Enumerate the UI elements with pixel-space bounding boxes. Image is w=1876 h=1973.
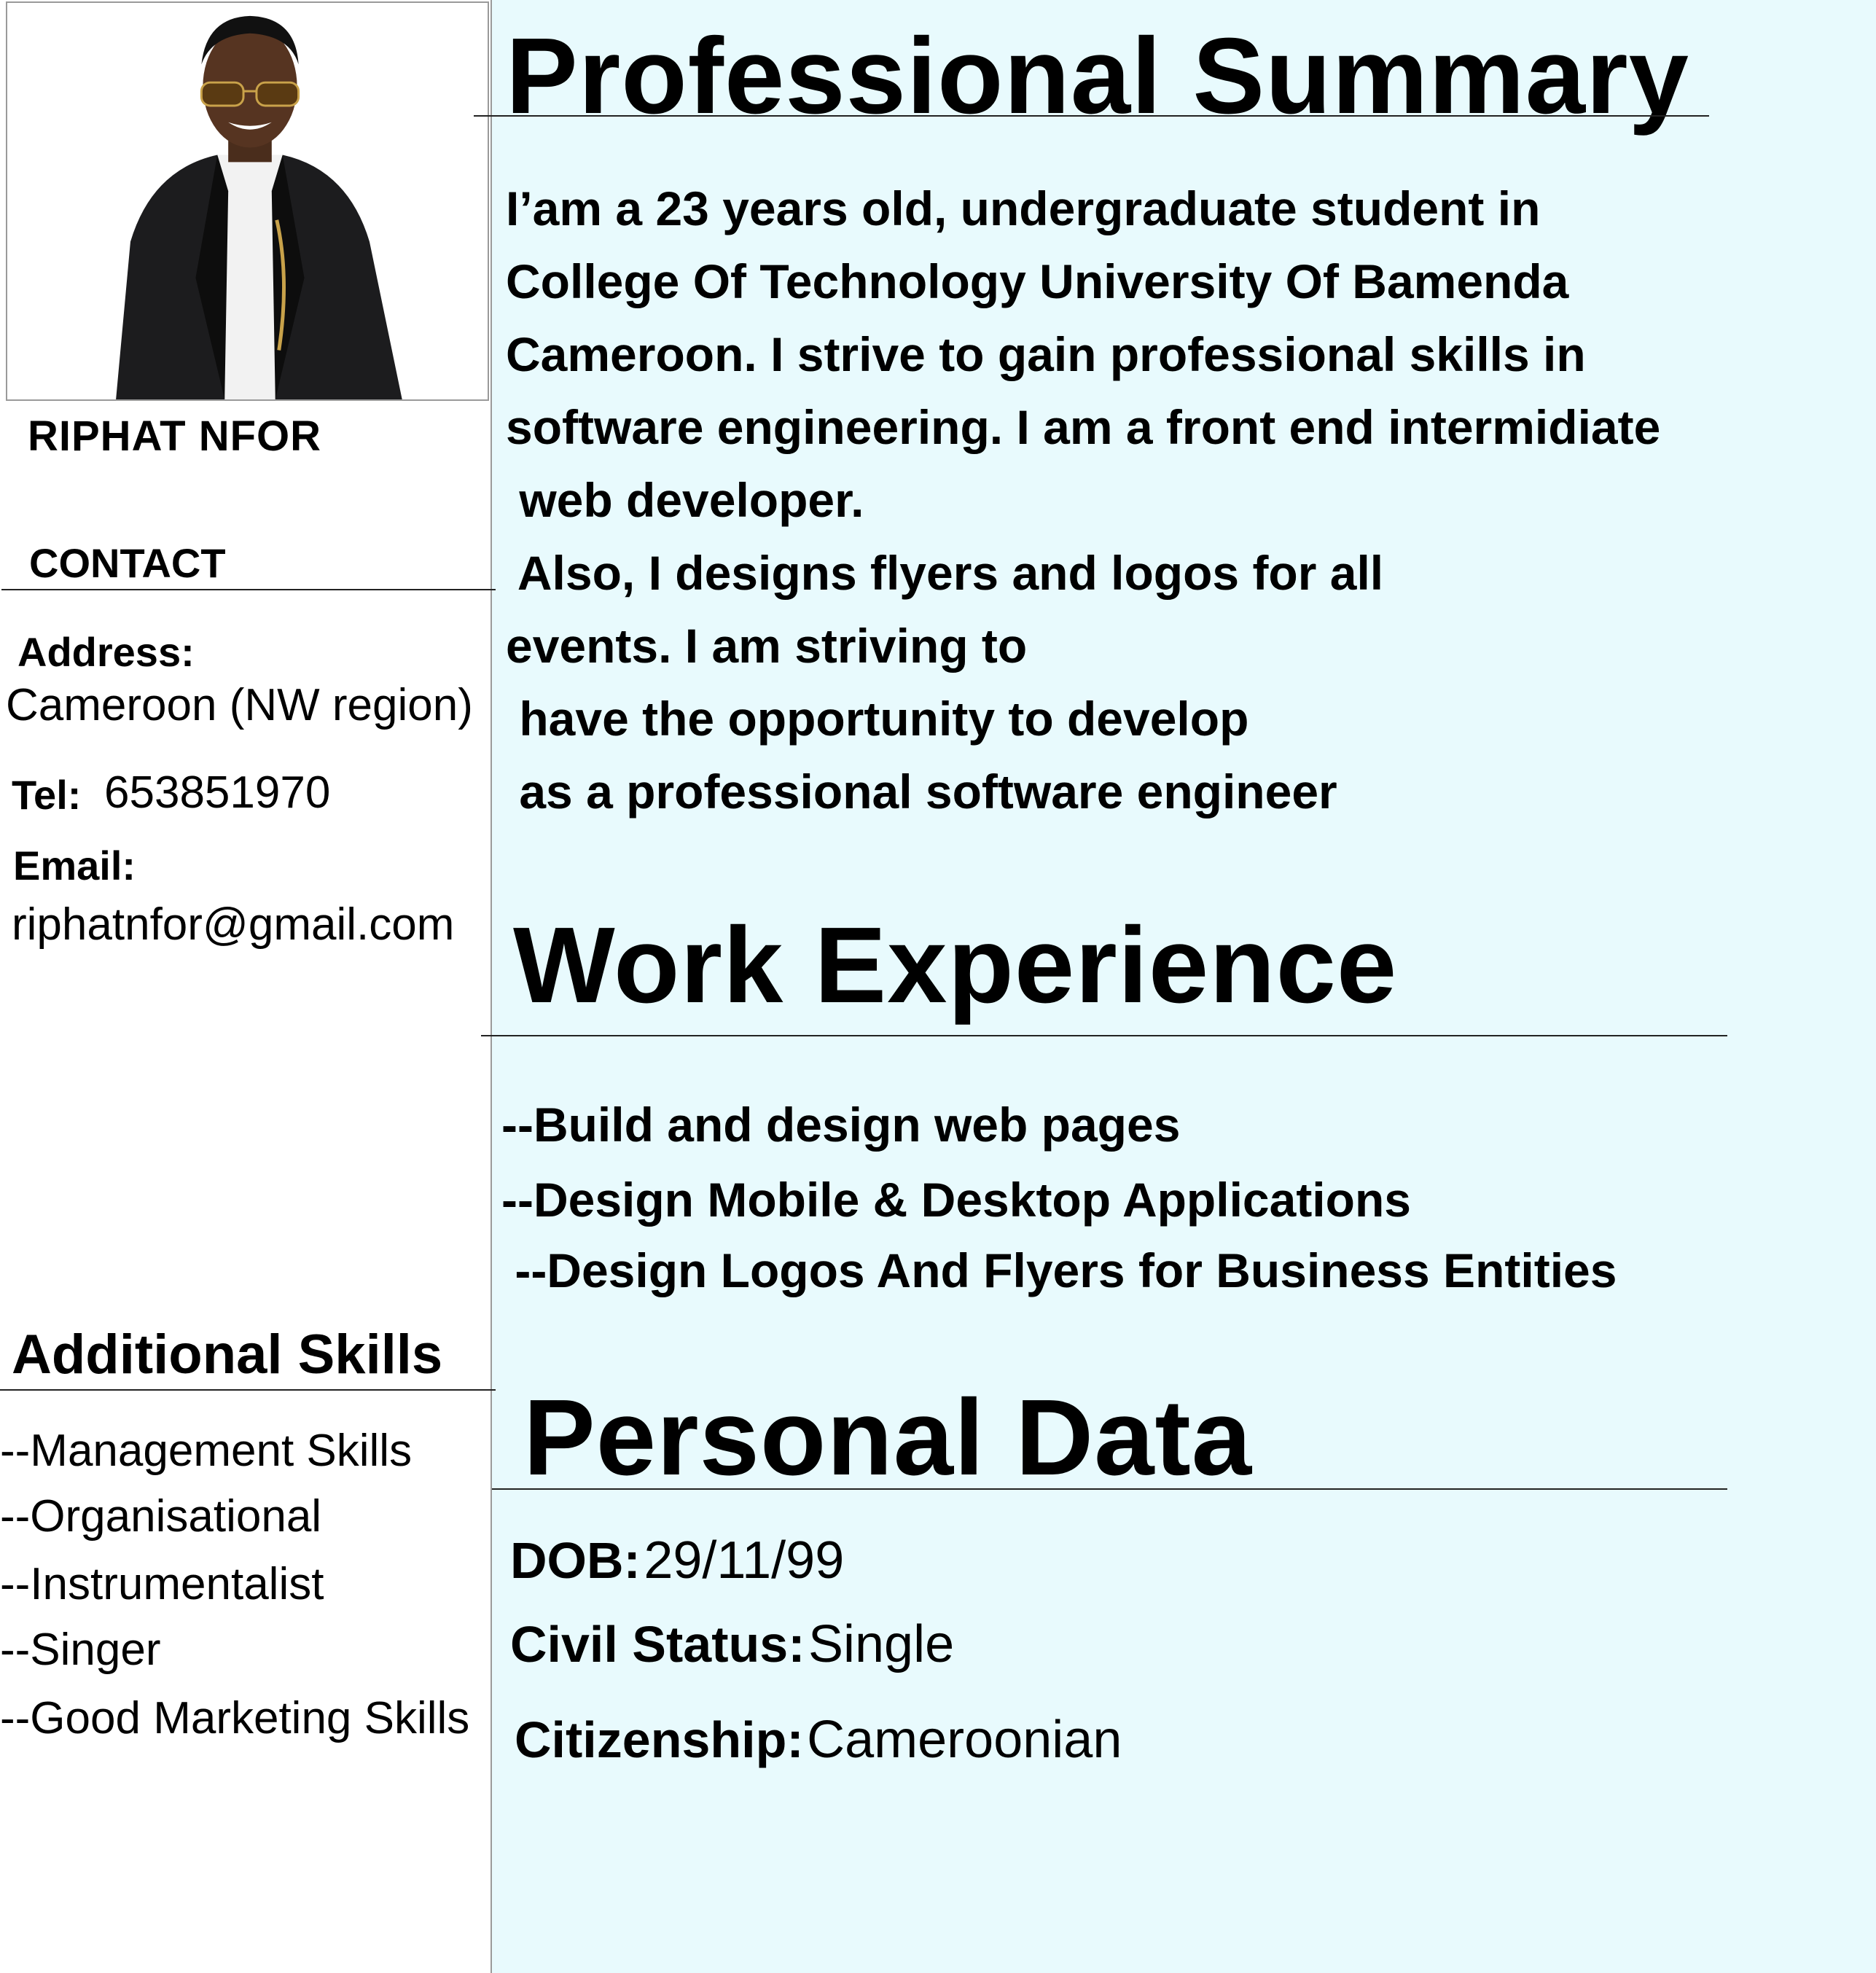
skill-item: --Instrumentalist <box>0 1559 324 1609</box>
skill-item: --Good Marketing Skills <box>0 1693 470 1743</box>
summary-line: Cameroon. I strive to gain professional … <box>506 327 1586 381</box>
summary-line: as a professional software engineer <box>506 765 1337 818</box>
dob-value: 29/11/99 <box>644 1531 845 1590</box>
summary-divider <box>474 115 1709 117</box>
summary-line: I’am a 23 years old, undergraduate stude… <box>506 181 1541 235</box>
summary-line: have the opportunity to develop <box>506 692 1249 746</box>
contact-heading: CONTACT <box>29 540 226 586</box>
work-item: --Build and design web pages <box>501 1098 1181 1152</box>
skill-item: --Organisational <box>0 1491 322 1542</box>
skills-divider <box>0 1389 496 1391</box>
summary-line: events. I am striving to <box>506 619 1028 673</box>
contact-divider <box>1 589 496 590</box>
dob-label: DOB: <box>510 1532 641 1589</box>
profile-photo-figure <box>7 3 488 399</box>
additional-skills-heading: Additional Skills <box>12 1324 443 1386</box>
summary-heading: Professional Summary <box>506 16 1689 136</box>
main-panel <box>492 0 1876 1973</box>
skill-item: --Singer <box>0 1625 161 1675</box>
dob-row: DOB: 29/11/99 <box>510 1531 844 1590</box>
summary-line: College Of Technology University Of Bame… <box>506 254 1569 308</box>
work-experience-heading: Work Experience <box>513 905 1398 1025</box>
tel-label: Tel: <box>12 772 82 818</box>
citizenship-row: Citizenship: Cameroonian <box>515 1710 1122 1770</box>
personal-divider <box>492 1488 1727 1490</box>
work-item: --Design Mobile & Desktop Applications <box>501 1173 1411 1227</box>
email-value: riphatnfor@gmail.com <box>12 899 455 950</box>
work-divider <box>481 1035 1727 1036</box>
work-item: --Design Logos And Flyers for Business E… <box>501 1243 1617 1297</box>
profile-photo <box>6 1 489 401</box>
email-label: Email: <box>13 843 136 888</box>
address-value: Cameroon (NW region) <box>6 680 473 730</box>
citizenship-value: Cameroonian <box>807 1711 1122 1769</box>
address-label: Address: <box>17 629 195 675</box>
citizenship-label: Citizenship: <box>515 1711 804 1768</box>
skill-item: --Management Skills <box>0 1426 413 1476</box>
candidate-name: RIPHAT NFOR <box>28 413 322 460</box>
civil-status-row: Civil Status: Single <box>510 1614 954 1674</box>
personal-data-heading: Personal Data <box>523 1378 1253 1498</box>
column-divider <box>491 0 492 1973</box>
summary-line: software engineering. I am a front end i… <box>506 400 1661 454</box>
summary-line: web developer. <box>506 473 864 527</box>
tel-value: 653851970 <box>104 767 331 818</box>
civil-status-value: Single <box>808 1615 955 1673</box>
civil-status-label: Civil Status: <box>510 1616 805 1673</box>
summary-line: Also, I designs flyers and logos for all <box>506 546 1384 600</box>
